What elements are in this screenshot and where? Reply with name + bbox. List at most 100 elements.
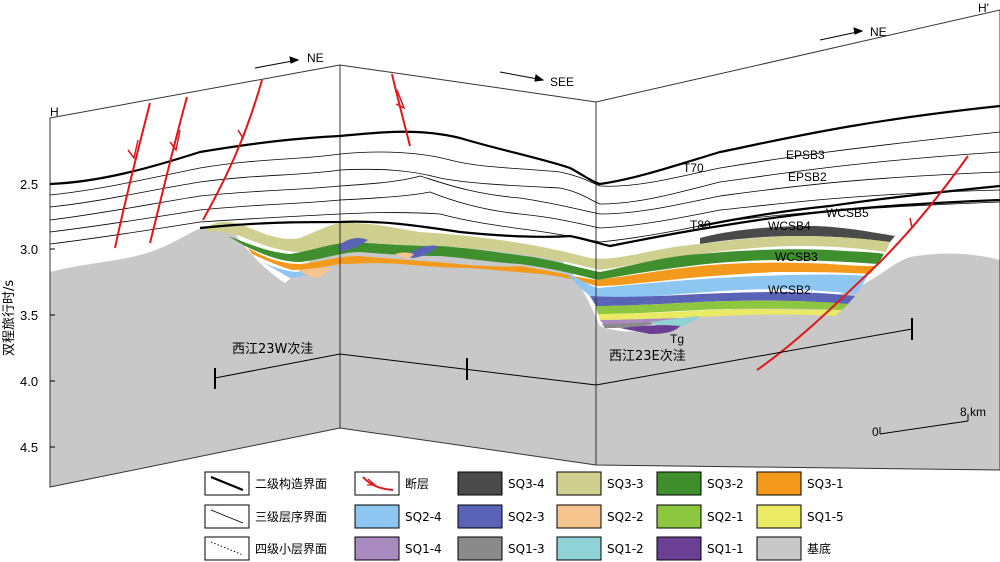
legend-label: SQ1-5 — [807, 510, 844, 524]
horizon-label-epsb2: EPSB2 — [788, 170, 827, 184]
legend-label: SQ1-3 — [508, 542, 545, 556]
layer-sq3-3 — [205, 221, 890, 270]
legend-label: 基底 — [807, 541, 831, 556]
legend-line-sample — [210, 541, 244, 556]
legend-label: SQ1-2 — [607, 542, 644, 556]
legend-swatch — [756, 536, 802, 561]
legend-item-l2: 二级构造界面 — [204, 471, 327, 496]
layer-sq1-5 — [598, 309, 842, 320]
legend-item-fault: 断层 — [354, 471, 429, 496]
basement — [50, 226, 1000, 487]
legend-swatch — [556, 536, 602, 561]
section-label-h-prime: H' — [978, 1, 989, 15]
legend-item-base: 基底 — [756, 536, 831, 561]
legend-swatch — [756, 504, 802, 529]
legend-item-sq14: SQ1-4 — [354, 536, 442, 561]
legend-label: SQ3-3 — [607, 477, 644, 491]
legend-label: 三级层序界面 — [255, 509, 327, 524]
legend-swatch — [556, 504, 602, 529]
legend-label: 断层 — [405, 476, 429, 491]
scale-distance: 8 km — [960, 405, 986, 419]
legend-label: SQ2-4 — [405, 510, 442, 524]
layer-sq3-4 — [700, 226, 895, 244]
legend-swatch — [457, 471, 503, 496]
horizon-label-t70: T70 — [683, 161, 704, 175]
second-order-boundaries — [49, 104, 1000, 248]
layer-sq1-3 — [602, 322, 660, 328]
legend-item-sq21: SQ2-1 — [656, 504, 744, 529]
legend-item-sq15: SQ1-5 — [756, 504, 844, 529]
legend-item-sq12: SQ1-2 — [556, 536, 644, 561]
legend-item-sq32: SQ3-2 — [656, 471, 744, 496]
sag-label-east: 西江23E次洼 — [609, 348, 686, 364]
legend-fault-arrow — [367, 478, 377, 486]
y-tick-label: 2.5 — [20, 177, 38, 192]
horizon-label-t80: T80 — [690, 218, 711, 232]
legend-swatch — [354, 536, 400, 561]
legend-item-l4: 四级小层界面 — [204, 536, 327, 561]
legend-swatch — [457, 504, 503, 529]
legend-line-sample — [210, 509, 244, 524]
sag-extents — [214, 318, 913, 389]
faults — [114, 73, 969, 371]
horizon-t70 — [49, 104, 1000, 186]
legend-swatch — [656, 504, 702, 529]
y-tick-label: 4.5 — [20, 440, 38, 455]
horizon-label-wcsb3: WCSB3 — [775, 250, 818, 264]
legend-item-sq13: SQ1-3 — [457, 536, 545, 561]
legend-item-sq34: SQ3-4 — [457, 471, 545, 496]
direction-label-2: SEE — [550, 75, 574, 89]
third-order-boundaries — [49, 131, 1000, 245]
legend-swatch — [204, 536, 250, 561]
layer-sq2-1 — [596, 300, 848, 314]
layer-sq3-1 — [248, 248, 876, 286]
legend-label: SQ3-2 — [707, 477, 744, 491]
legend-swatch — [354, 471, 400, 496]
horizon-label-wcsb4: WCSB4 — [768, 219, 811, 233]
legend-label: SQ1-1 — [707, 542, 744, 556]
direction-label-1: NE — [307, 51, 324, 65]
legend-item-sq31: SQ3-1 — [756, 471, 844, 496]
direction-arrows — [254, 27, 864, 82]
layer-sq3-2 — [228, 236, 884, 280]
legend-fault-sample — [362, 476, 394, 491]
legend-swatch — [656, 536, 702, 561]
layer-sq2-3 — [338, 238, 855, 306]
legend-label: SQ1-4 — [405, 542, 442, 556]
horizon-label-wcsb2: WCSB2 — [768, 283, 811, 297]
horizon-label-tg: Tg — [670, 332, 684, 346]
section-label-h: H — [50, 105, 59, 119]
legend-item-sq11: SQ1-1 — [656, 536, 744, 561]
layer-sq2-2 — [300, 252, 414, 278]
legend-label: SQ2-3 — [508, 510, 545, 524]
legend: 二级构造界面 断层 SQ3-4 SQ3-3 SQ3-2 SQ3-1 三级层序界面 SQ2-4 S… — [204, 471, 844, 561]
scale-zero: 0 — [872, 425, 879, 439]
legend-label: SQ3-4 — [508, 477, 545, 491]
y-tick-label: 3.0 — [20, 242, 38, 257]
horizon-t80 — [199, 198, 1000, 248]
legend-label: 二级构造界面 — [255, 476, 327, 491]
legend-swatch — [457, 536, 503, 561]
legend-swatch — [756, 471, 802, 496]
scale-bar — [879, 414, 969, 435]
y-axis — [50, 183, 55, 448]
layer-sq2-4 — [262, 262, 868, 298]
y-tick-label: 4.0 — [20, 374, 38, 389]
legend-line-sample — [210, 475, 244, 492]
panel-outline — [49, 9, 1000, 488]
legend-swatch — [556, 471, 602, 496]
horizon-wcsb5 — [699, 184, 1000, 228]
direction-label-3: NE — [870, 25, 887, 39]
legend-item-l3: 三级层序界面 — [204, 504, 327, 529]
legend-label: SQ2-2 — [607, 510, 644, 524]
legend-item-sq33: SQ3-3 — [556, 471, 644, 496]
legend-swatch — [656, 471, 702, 496]
legend-item-sq22: SQ2-2 — [556, 504, 644, 529]
layer-sq1-1 — [620, 325, 680, 334]
legend-label: SQ2-1 — [707, 510, 744, 524]
legend-label: SQ3-1 — [807, 477, 844, 491]
y-tick-label: 3.5 — [20, 308, 38, 323]
fault-arrows — [127, 89, 926, 230]
legend-item-sq24: SQ2-4 — [354, 504, 442, 529]
